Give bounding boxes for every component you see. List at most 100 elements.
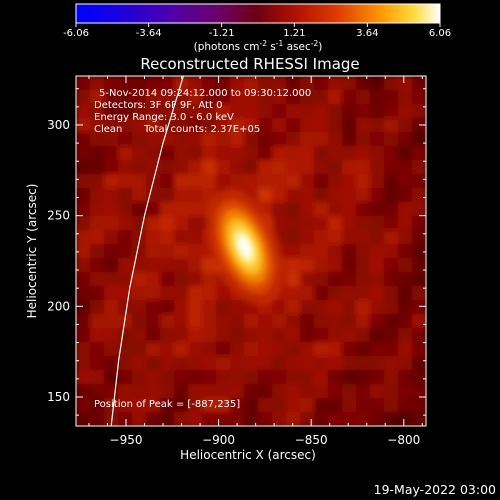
heatmap-cell — [356, 328, 371, 343]
heatmap-cell — [174, 398, 189, 413]
heatmap-cell — [342, 230, 357, 245]
heatmap-cell — [328, 342, 343, 357]
heatmap-cell — [314, 104, 329, 119]
heatmap-cell — [104, 146, 119, 161]
heatmap-cell — [398, 146, 413, 161]
heatmap-cell — [272, 90, 287, 105]
heatmap-cell — [342, 90, 357, 105]
heatmap-cell — [146, 258, 161, 273]
heatmap-cell — [76, 412, 91, 426]
heatmap-cell — [300, 412, 315, 426]
heatmap-cell — [160, 286, 175, 301]
heatmap-cell — [188, 258, 203, 273]
heatmap-cell — [412, 244, 426, 259]
heatmap-cell — [90, 118, 105, 133]
heatmap-cell — [230, 398, 245, 413]
heatmap-cell — [272, 202, 287, 217]
heatmap-cell — [76, 90, 91, 105]
source-contour — [237, 235, 252, 259]
heatmap-cell — [412, 132, 426, 147]
heatmap-cell — [272, 76, 287, 91]
heatmap-cell — [384, 118, 399, 133]
heatmap-cell — [146, 370, 161, 385]
heatmap-cell — [244, 146, 259, 161]
heatmap-cell — [160, 398, 175, 413]
heatmap-cell — [258, 384, 273, 399]
heatmap-cell — [286, 384, 301, 399]
y-tick-label: 150 — [47, 390, 70, 404]
heatmap-cell — [244, 174, 259, 189]
heatmap-cell — [202, 328, 217, 343]
heatmap-cell — [202, 272, 217, 287]
heatmap-cell — [300, 188, 315, 203]
heatmap-cell — [272, 146, 287, 161]
heatmap-cell — [188, 314, 203, 329]
heatmap-cell — [132, 216, 147, 231]
heatmap-cell — [384, 104, 399, 119]
heatmap-cell — [118, 300, 133, 315]
heatmap-cell — [272, 412, 287, 426]
heatmap-cell — [132, 174, 147, 189]
heatmap-cell — [300, 314, 315, 329]
heatmap-cell — [328, 258, 343, 273]
heatmap-cell — [328, 356, 343, 371]
y-tick-label: 300 — [47, 118, 70, 132]
heatmap-cell — [104, 118, 119, 133]
heatmap-cell — [412, 160, 426, 175]
heatmap-cell — [370, 90, 385, 105]
heatmap-cell — [104, 216, 119, 231]
heatmap-cell — [384, 174, 399, 189]
heatmap-cell — [132, 160, 147, 175]
heatmap-cell — [146, 244, 161, 259]
heatmap-cell — [216, 314, 231, 329]
heatmap-cell — [132, 118, 147, 133]
heatmap-cell — [370, 370, 385, 385]
x-tick-label: −850 — [295, 433, 328, 447]
heatmap-cell — [398, 384, 413, 399]
heatmap-cell — [342, 314, 357, 329]
heatmap-cell — [286, 202, 301, 217]
heatmap-cell — [370, 300, 385, 315]
heatmap-cell — [90, 286, 105, 301]
heatmap-cell — [202, 104, 217, 119]
heatmap-cell — [328, 370, 343, 385]
heatmap-cell — [398, 300, 413, 315]
heatmap-cell — [90, 188, 105, 203]
heatmap-cell — [356, 104, 371, 119]
heatmap-cell — [76, 272, 91, 287]
heatmap-cell — [174, 160, 189, 175]
image-area — [76, 76, 426, 426]
heatmap-cell — [202, 174, 217, 189]
heatmap-cell — [160, 258, 175, 273]
heatmap-cell — [356, 300, 371, 315]
heatmap-cell — [216, 412, 231, 426]
heatmap-cell — [202, 118, 217, 133]
heatmap-cell — [146, 188, 161, 203]
heatmap-cell — [314, 230, 329, 245]
heatmap-cell — [258, 412, 273, 426]
heatmap-cell — [132, 202, 147, 217]
heatmap-cell — [146, 202, 161, 217]
heatmap-cell — [314, 286, 329, 301]
heatmap-cell — [90, 216, 105, 231]
heatmap-cell — [132, 412, 147, 426]
heatmap-cell — [118, 132, 133, 147]
heatmap-cell — [118, 286, 133, 301]
heatmap-cell — [160, 188, 175, 203]
heatmap-cell — [384, 342, 399, 357]
heatmap-cell — [370, 230, 385, 245]
heatmap-cell — [118, 384, 133, 399]
heatmap-cell — [118, 90, 133, 105]
heatmap-cell — [90, 384, 105, 399]
heatmap-cell — [356, 90, 371, 105]
heatmap-cell — [104, 230, 119, 245]
heatmap-cell — [286, 272, 301, 287]
heatmap-cell — [286, 286, 301, 301]
heatmap-cell — [76, 76, 91, 91]
heatmap-cell — [356, 188, 371, 203]
total-counts-text: Total counts: 2.37E+05 — [143, 124, 260, 135]
heatmap-cell — [230, 174, 245, 189]
heatmap-cell — [174, 342, 189, 357]
heatmap-cell — [90, 328, 105, 343]
heatmap-cell — [342, 104, 357, 119]
